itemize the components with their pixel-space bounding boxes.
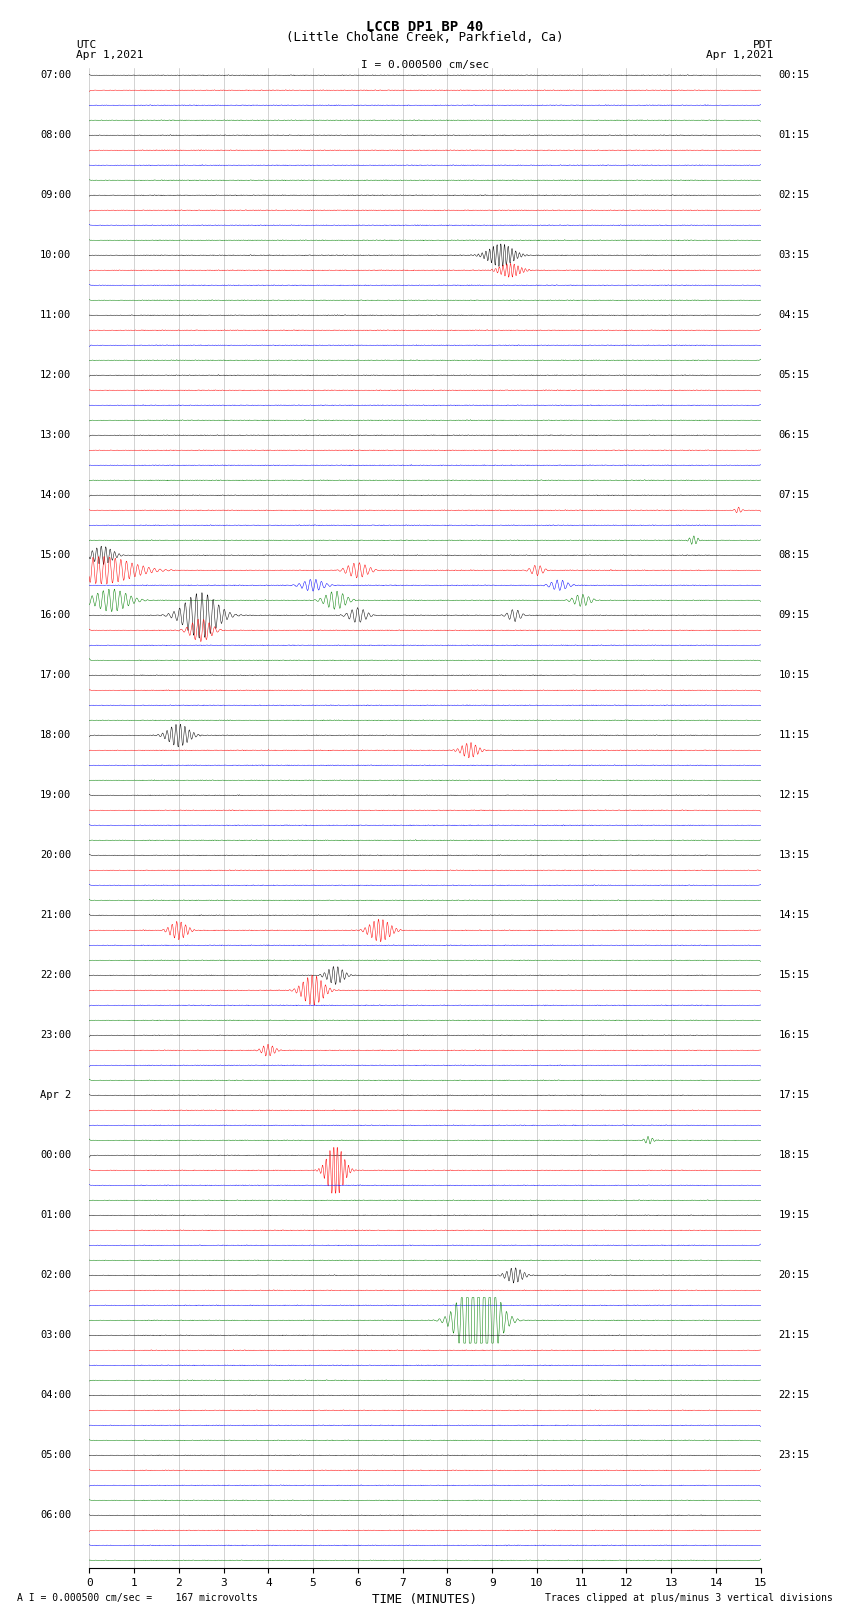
Text: 01:00: 01:00 (40, 1210, 71, 1221)
Text: 06:00: 06:00 (40, 1510, 71, 1521)
Text: (Little Cholane Creek, Parkfield, Ca): (Little Cholane Creek, Parkfield, Ca) (286, 31, 564, 44)
Text: 22:00: 22:00 (40, 971, 71, 981)
Text: 01:15: 01:15 (779, 131, 810, 140)
Text: Apr 2: Apr 2 (40, 1090, 71, 1100)
Text: 21:15: 21:15 (779, 1331, 810, 1340)
Text: 15:15: 15:15 (779, 971, 810, 981)
Text: Apr 1,2021: Apr 1,2021 (706, 50, 774, 60)
Text: 23:15: 23:15 (779, 1450, 810, 1460)
Text: 04:15: 04:15 (779, 310, 810, 321)
Text: 17:15: 17:15 (779, 1090, 810, 1100)
Text: 20:15: 20:15 (779, 1271, 810, 1281)
Text: 13:00: 13:00 (40, 431, 71, 440)
X-axis label: TIME (MINUTES): TIME (MINUTES) (372, 1594, 478, 1607)
Text: 18:00: 18:00 (40, 731, 71, 740)
Text: 23:00: 23:00 (40, 1031, 71, 1040)
Text: 10:15: 10:15 (779, 671, 810, 681)
Text: 08:00: 08:00 (40, 131, 71, 140)
Text: 04:00: 04:00 (40, 1390, 71, 1400)
Text: 03:15: 03:15 (779, 250, 810, 260)
Text: 02:00: 02:00 (40, 1271, 71, 1281)
Text: 14:15: 14:15 (779, 910, 810, 921)
Text: UTC: UTC (76, 40, 97, 50)
Text: 12:00: 12:00 (40, 371, 71, 381)
Text: LCCB DP1 BP 40: LCCB DP1 BP 40 (366, 19, 484, 34)
Text: 03:00: 03:00 (40, 1331, 71, 1340)
Text: 05:15: 05:15 (779, 371, 810, 381)
Text: 18:15: 18:15 (779, 1150, 810, 1160)
Text: 19:00: 19:00 (40, 790, 71, 800)
Text: PDT: PDT (753, 40, 774, 50)
Text: 00:00: 00:00 (40, 1150, 71, 1160)
Text: 19:15: 19:15 (779, 1210, 810, 1221)
Text: 10:00: 10:00 (40, 250, 71, 260)
Text: 21:00: 21:00 (40, 910, 71, 921)
Text: 05:00: 05:00 (40, 1450, 71, 1460)
Text: 15:00: 15:00 (40, 550, 71, 560)
Text: I = 0.000500 cm/sec: I = 0.000500 cm/sec (361, 60, 489, 69)
Text: 07:15: 07:15 (779, 490, 810, 500)
Text: 17:00: 17:00 (40, 671, 71, 681)
Text: 00:15: 00:15 (779, 71, 810, 81)
Text: 09:00: 09:00 (40, 190, 71, 200)
Text: 06:15: 06:15 (779, 431, 810, 440)
Text: 22:15: 22:15 (779, 1390, 810, 1400)
Text: 13:15: 13:15 (779, 850, 810, 860)
Text: 02:15: 02:15 (779, 190, 810, 200)
Text: 11:15: 11:15 (779, 731, 810, 740)
Text: 12:15: 12:15 (779, 790, 810, 800)
Text: 09:15: 09:15 (779, 610, 810, 621)
Text: 08:15: 08:15 (779, 550, 810, 560)
Text: A I = 0.000500 cm/sec =    167 microvolts: A I = 0.000500 cm/sec = 167 microvolts (17, 1594, 258, 1603)
Text: 20:00: 20:00 (40, 850, 71, 860)
Text: Traces clipped at plus/minus 3 vertical divisions: Traces clipped at plus/minus 3 vertical … (545, 1594, 833, 1603)
Text: 16:00: 16:00 (40, 610, 71, 621)
Text: 07:00: 07:00 (40, 71, 71, 81)
Text: Apr 1,2021: Apr 1,2021 (76, 50, 144, 60)
Text: 16:15: 16:15 (779, 1031, 810, 1040)
Text: 14:00: 14:00 (40, 490, 71, 500)
Text: 11:00: 11:00 (40, 310, 71, 321)
